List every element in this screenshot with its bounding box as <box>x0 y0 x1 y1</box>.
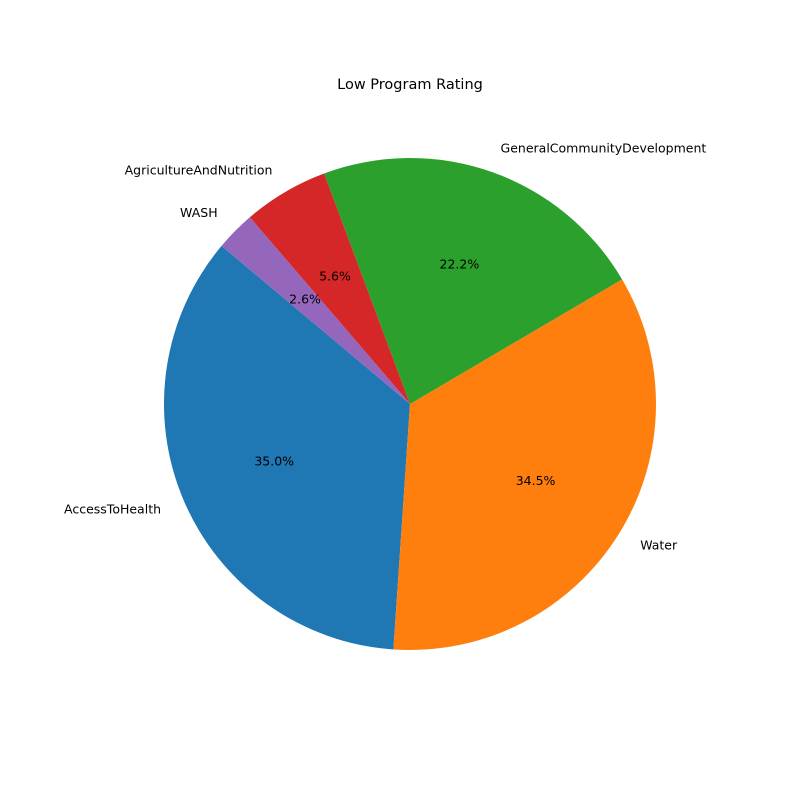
pie-slices <box>164 158 656 650</box>
chart-title: Low Program Rating <box>337 77 483 93</box>
slice-percent-access-to-health: 35.0% <box>254 453 294 468</box>
slice-label-water: Water <box>640 538 678 553</box>
slice-label-agriculture-and-nutrition: AgricultureAndNutrition <box>125 162 273 177</box>
pie-slice-wash <box>221 217 410 404</box>
slice-percent-water: 34.5% <box>516 473 556 488</box>
slice-percent-general-community-development: 22.2% <box>440 256 480 271</box>
slice-percent-agriculture-and-nutrition: 5.6% <box>319 268 351 283</box>
slice-label-access-to-health: AccessToHealth <box>64 502 161 517</box>
pie-slice-water <box>393 279 656 650</box>
slice-label-general-community-development: GeneralCommunityDevelopment <box>501 140 707 155</box>
pie-slice-access-to-health <box>164 245 410 650</box>
pie-labels: AccessToHealth 35.0% Water 34.5% GeneralComm… <box>64 140 706 552</box>
slice-percent-wash: 2.6% <box>289 292 321 307</box>
pie-slice-agriculture-and-nutrition <box>249 173 410 404</box>
slice-label-wash: WASH <box>180 205 218 220</box>
pie-slice-general-community-development <box>324 158 623 404</box>
